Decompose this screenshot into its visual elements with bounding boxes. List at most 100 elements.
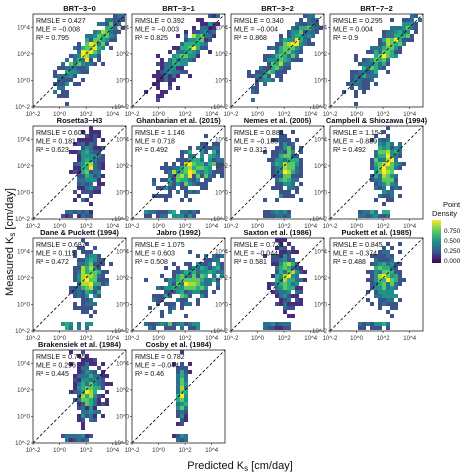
density-bin [69,290,73,294]
density-bin [299,38,303,42]
density-bin [287,266,291,270]
density-bin [101,370,105,374]
density-bin [299,162,303,166]
density-bin [212,274,216,278]
density-bin [89,166,93,170]
density-bin [93,170,97,174]
density-bin [180,438,184,442]
density-bin [279,34,283,38]
density-bin [382,290,386,294]
density-bin [144,278,148,282]
density-bin [97,154,101,158]
density-bin [200,170,204,174]
density-bin [121,18,125,22]
one-to-one-line [131,13,226,108]
density-bin [152,182,156,186]
density-bin [89,290,93,294]
density-bin [378,62,382,66]
density-bin [370,74,374,78]
density-bin [85,242,89,246]
density-bin [374,294,378,298]
density-bin [81,130,85,134]
rmsle-label: RMSLE = 0.723 [234,242,284,249]
x-tick-label: 10^0 [53,224,66,230]
density-bin [283,190,287,194]
density-bin [113,18,117,22]
density-bin [89,286,93,290]
density-bin [180,46,184,50]
density-bin [295,270,299,274]
density-bin [93,166,97,170]
density-bin [89,374,93,378]
density-bin [410,26,414,30]
density-bin [263,66,267,70]
density-bin [390,298,394,302]
density-bin [85,402,89,406]
density-bin [188,174,192,178]
density-bin [176,286,180,290]
density-bin [287,314,291,318]
density-bin [184,170,188,174]
density-bin [85,378,89,382]
x-tick-label: 10^0 [152,112,165,118]
density-bin [160,94,164,98]
density-bin [184,394,188,398]
density-bin [180,178,184,182]
density-bin [394,302,398,306]
density-bin [73,250,77,254]
r2-label: R² = 0.868 [234,35,267,42]
density-bin [152,74,156,78]
density-bin [374,178,378,182]
density-bin [65,70,69,74]
density-bin [283,46,287,50]
density-bin [77,374,81,378]
density-bin [160,194,164,198]
density-bin [168,78,172,82]
density-bin [101,386,105,390]
density-bin [283,178,287,182]
density-bin [366,58,370,62]
x-tick-label: 10^-2 [26,448,41,454]
density-bin [394,278,398,282]
mle-label: MLE = −0.008 [36,27,80,34]
density-bin [73,398,77,402]
density-bin [81,50,85,54]
density-bin [77,42,81,46]
density-bin [105,22,109,26]
density-bin [200,186,204,190]
density-bin [291,262,295,266]
density-bin [172,182,176,186]
density-bin [184,194,188,198]
density-bin [307,18,311,22]
density-bin [271,78,275,82]
y-tick-label: 10^2 [314,164,327,170]
density-bin [283,42,287,46]
x-tick-label: 10^2 [179,112,192,118]
density-bin [275,62,279,66]
density-bin [196,178,200,182]
density-bin [77,386,81,390]
density-bin [85,258,89,262]
density-bin [192,166,196,170]
density-bin [216,158,220,162]
density-bin [176,394,180,398]
density-bin [73,46,77,50]
density-bin [271,326,275,330]
density-bin [279,174,283,178]
x-tick-label: 10^0 [53,336,66,342]
density-bin [85,190,89,194]
density-bin [61,62,65,66]
density-bin [101,282,105,286]
density-bin [172,74,176,78]
density-bin [283,138,287,142]
density-bin [279,274,283,278]
density-bin [180,198,184,202]
density-bin [188,54,192,58]
density-bin [69,70,73,74]
x-tick-label: 10^0 [251,224,264,230]
one-to-one-line [329,13,424,108]
density-bin [89,38,93,42]
density-bin [212,290,216,294]
density-bin [77,394,81,398]
